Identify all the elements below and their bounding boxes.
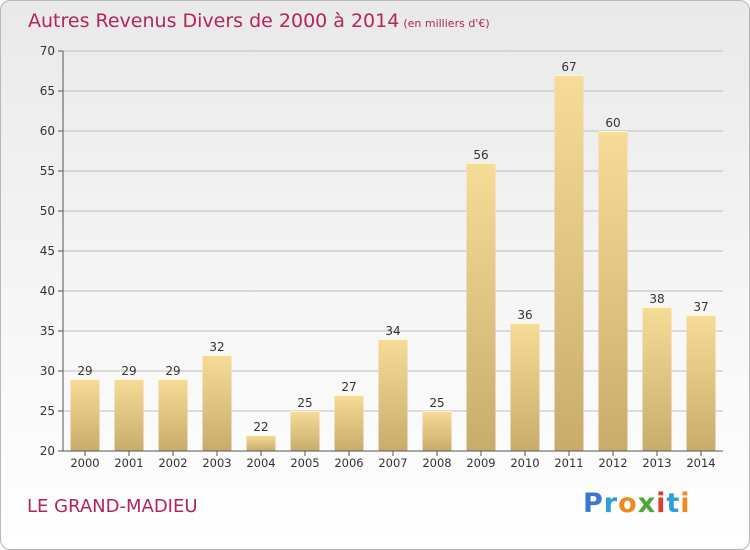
x-tick-label: 2012: [598, 456, 627, 470]
x-tick-label: 2005: [290, 456, 319, 470]
x-tick-label: 2007: [378, 456, 407, 470]
bar: [334, 395, 364, 451]
y-tick-label: 30: [40, 364, 55, 378]
bar-value-label: 60: [605, 116, 620, 130]
logo-letter: i: [680, 488, 691, 519]
y-tick-label: 70: [40, 44, 55, 58]
bar: [202, 355, 232, 451]
logo-letter: i: [656, 488, 667, 519]
bar: [158, 379, 188, 451]
commune-name: LE GRAND-MADIEU: [27, 496, 198, 517]
y-tick-label: 50: [40, 204, 55, 218]
x-tick-label: 2009: [466, 456, 495, 470]
bar: [598, 131, 628, 451]
bar-value-label: 22: [253, 420, 268, 434]
logo-letter: o: [618, 488, 638, 519]
bar-value-label: 67: [561, 60, 576, 74]
logo-letter: P: [583, 488, 604, 519]
y-tick-label: 20: [40, 444, 55, 458]
y-tick-label: 65: [40, 84, 55, 98]
bar-value-label: 34: [385, 324, 400, 338]
x-tick-label: 2011: [554, 456, 583, 470]
x-tick-label: 2006: [334, 456, 363, 470]
bar-value-label: 25: [297, 396, 312, 410]
chart-subtitle: (en milliers d'€): [403, 17, 490, 30]
x-tick-label: 2013: [642, 456, 671, 470]
bar-value-label: 36: [517, 308, 532, 322]
bar: [510, 323, 540, 451]
chart-title: Autres Revenus Divers de 2000 à 2014 (en …: [28, 10, 490, 32]
logo-letter: x: [637, 488, 657, 519]
y-tick-label: 35: [40, 324, 55, 338]
y-tick-label: 25: [40, 404, 55, 418]
y-tick-label: 45: [40, 244, 55, 258]
bar-value-label: 25: [429, 396, 444, 410]
x-tick-label: 2014: [686, 456, 715, 470]
bar: [642, 307, 672, 451]
bar: [554, 75, 584, 451]
bar: [114, 379, 144, 451]
bar-value-label: 29: [121, 364, 136, 378]
y-tick-label: 40: [40, 284, 55, 298]
bar-value-label: 29: [165, 364, 180, 378]
bar-value-label: 32: [209, 340, 224, 354]
x-tick-label: 2008: [422, 456, 451, 470]
bar: [686, 315, 716, 451]
bar-value-label: 56: [473, 148, 488, 162]
y-tick-label: 55: [40, 164, 55, 178]
bar: [378, 339, 408, 451]
bar: [466, 163, 496, 451]
bar: [422, 411, 452, 451]
bar: [246, 435, 276, 451]
proxiti-logo: Proxiti: [583, 488, 691, 519]
x-tick-label: 2004: [246, 456, 275, 470]
y-tick-label: 60: [40, 124, 55, 138]
bar-value-label: 27: [341, 380, 356, 394]
bar-value-label: 38: [649, 292, 664, 306]
bar: [290, 411, 320, 451]
x-tick-label: 2000: [70, 456, 99, 470]
x-tick-label: 2010: [510, 456, 539, 470]
x-tick-label: 2002: [158, 456, 187, 470]
x-tick-label: 2003: [202, 456, 231, 470]
bar-value-label: 29: [77, 364, 92, 378]
logo-letter: t: [666, 488, 681, 519]
chart-title-text: Autres Revenus Divers de 2000 à 2014: [28, 10, 400, 32]
x-tick-label: 2001: [114, 456, 143, 470]
bar: [70, 379, 100, 451]
bar-value-label: 37: [693, 300, 708, 314]
logo-letter: r: [603, 488, 619, 519]
